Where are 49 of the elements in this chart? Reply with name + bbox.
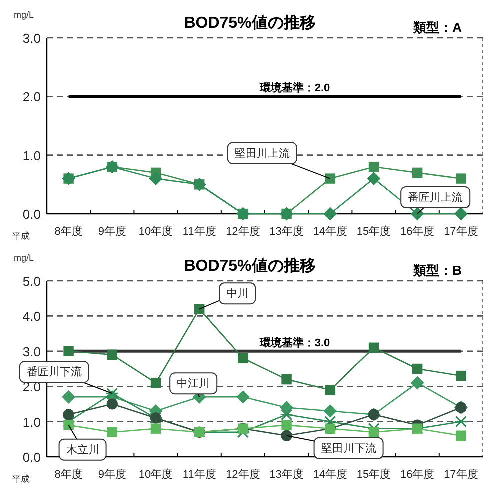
- x-tick-label: 15年度: [356, 225, 392, 238]
- chart-subtitle: 類型：A: [412, 20, 463, 35]
- callout: 堅田川下流: [286, 435, 384, 460]
- x-tick-label: 13年度: [270, 225, 304, 238]
- x-tick-label: 8年度: [54, 225, 83, 238]
- callout: 堅田川上流: [227, 142, 331, 180]
- x-tick-label: 14年度: [313, 468, 348, 481]
- ref-line-label: 環境基準：3.0: [258, 336, 330, 350]
- x-tick-label: 12年度: [226, 225, 260, 238]
- x-tick-label: 13年度: [270, 468, 304, 481]
- x-axis-title: 平成: [12, 231, 30, 241]
- x-tick-label: 17年度: [444, 468, 478, 481]
- callout: 中江川: [170, 372, 218, 398]
- y-tick-label: 0.0: [22, 207, 41, 222]
- callout: 中川: [199, 282, 256, 310]
- x-axis-title: 平成: [12, 474, 30, 484]
- y-tick-label: 2.0: [22, 90, 41, 105]
- y-tick-label: 1.0: [22, 414, 41, 430]
- chart-title: BOD75%値の推移: [184, 14, 316, 32]
- y-tick-label: 5.0: [22, 274, 41, 289]
- chart-subtitle: 類型：B: [412, 263, 462, 278]
- x-tick-label: 14年度: [313, 225, 348, 238]
- y-axis-title: mg/L: [14, 10, 34, 20]
- y-tick-label: 0.0: [22, 450, 41, 465]
- y-tick-label: 3.0: [22, 31, 41, 46]
- ref-line-label: 環境基準：2.0: [258, 82, 330, 95]
- x-tick-label: 16年度: [400, 225, 435, 238]
- series-label: 中江川: [177, 377, 210, 390]
- x-tick-label: 8年度: [54, 468, 83, 481]
- series-label: 番匠川上流: [408, 191, 464, 204]
- y-tick-label: 1.0: [22, 148, 41, 164]
- y-tick-label: 4.0: [22, 309, 41, 324]
- series-label: 木立川: [66, 443, 100, 456]
- callout: 番匠川上流: [400, 186, 471, 214]
- x-tick-label: 9年度: [98, 468, 126, 481]
- x-tick-label: 9年度: [98, 225, 126, 238]
- x-tick-label: 11年度: [182, 468, 216, 481]
- y-axis-title: mg/L: [14, 253, 34, 263]
- x-tick-label: 17年度: [444, 225, 478, 238]
- series-label: 堅田川下流: [321, 442, 376, 455]
- x-tick-label: 16年度: [400, 468, 435, 481]
- y-tick-label: 3.0: [22, 344, 41, 360]
- x-tick-label: 10年度: [138, 468, 174, 481]
- chart-title: BOD75%値の推移: [184, 257, 316, 275]
- x-tick-label: 12年度: [226, 468, 260, 481]
- x-tick-label: 15年度: [356, 468, 392, 481]
- x-tick-label: 11年度: [182, 225, 216, 238]
- callout: 木立川: [58, 424, 107, 461]
- x-tick-label: 10年度: [138, 225, 174, 238]
